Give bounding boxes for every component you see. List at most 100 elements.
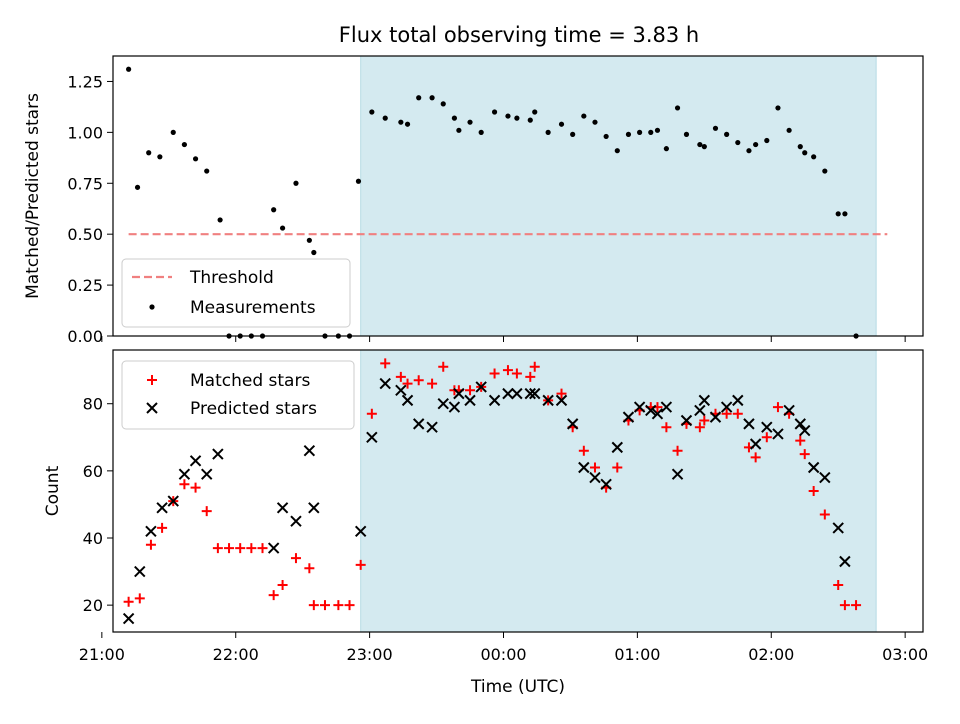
predicted-stars-point (524, 387, 536, 400)
y-tick-label: 1.25 (67, 72, 103, 91)
measurement-point (701, 144, 707, 150)
measurement-point (404, 121, 411, 127)
matched-stars-point (750, 452, 761, 463)
measurement-point (369, 109, 375, 115)
measurement-point (724, 131, 730, 137)
predicted-stars-point (156, 502, 168, 514)
legend-predicted-swatch (146, 402, 158, 414)
predicted-stars-point (511, 387, 523, 400)
matched-stars-point (308, 600, 319, 611)
measurement-point (429, 95, 435, 101)
measurement-point (467, 119, 473, 125)
legend-measurements-label: Measurements (190, 298, 316, 318)
measurement-point (822, 168, 828, 174)
measurement-point (637, 129, 643, 135)
matched-stars-point (190, 482, 201, 493)
y-tick-label: 0.75 (67, 174, 103, 193)
matched-stars-point (761, 432, 772, 443)
measurement-point (181, 141, 188, 148)
y-tick-label: 0.00 (67, 327, 103, 346)
predicted-stars-point (189, 455, 202, 467)
matched-stars-point (772, 402, 783, 413)
predicted-stars-point (633, 401, 646, 413)
matched-stars-point (799, 449, 810, 460)
measurement-point (753, 141, 759, 148)
legend-box (121, 258, 351, 328)
predicted-stars-point (453, 387, 465, 400)
predicted-stars-point (799, 424, 811, 437)
matched-stars-point (319, 600, 330, 611)
measurement-point (797, 144, 803, 150)
measurement-point (712, 125, 719, 131)
matched-stars-point (661, 422, 672, 433)
measurement-point (192, 156, 199, 162)
predicted-stars-point (589, 471, 601, 484)
matched-stars-point (721, 408, 732, 419)
measurement-point (204, 168, 210, 174)
x-tick-label: 02:00 (748, 645, 794, 664)
measurement-point (293, 180, 299, 186)
predicted-stars-point (303, 445, 316, 457)
measurement-point (505, 113, 511, 119)
predicted-stars-point (819, 471, 831, 484)
matched-stars-point (839, 600, 850, 611)
predicted-stars-point (395, 384, 407, 396)
measurement-point (663, 146, 669, 152)
matched-stars-point (612, 462, 623, 473)
measurement-point (311, 249, 317, 256)
matched-stars-point (511, 368, 522, 379)
matched-stars-point (235, 543, 246, 554)
predicted-stars-point (212, 448, 224, 460)
measurement-point (271, 207, 277, 213)
predicted-stars-point (611, 441, 624, 454)
measurement-point (306, 237, 312, 243)
measurement-point (842, 211, 848, 217)
matched-stars-point (344, 600, 355, 611)
matched-stars-point (123, 596, 134, 607)
bottom-panel: 20 40 60 80 21:00 22:00 23:00 00:00 01:00 02:00 03… (43, 349, 928, 697)
y-tick-label: 20 (83, 596, 103, 615)
predicted-stars-point (555, 394, 568, 407)
measurement-point (217, 217, 223, 223)
matched-stars-point (134, 593, 145, 604)
legend-matched-label: Matched stars (190, 371, 310, 391)
matched-stars-point (833, 580, 844, 590)
matched-stars-point (402, 378, 413, 389)
measurement-point (674, 105, 681, 111)
matched-stars-point (304, 563, 315, 574)
measurement-point (545, 129, 551, 135)
predicted-stars-point (542, 394, 554, 407)
matched-stars-point (795, 435, 806, 446)
measurement-point (614, 148, 620, 154)
measurement-point (440, 101, 446, 107)
predicted-stars-point (354, 525, 367, 537)
x-tick-label: 00:00 (480, 645, 526, 664)
matched-stars-point (694, 422, 705, 433)
predicted-stars-point (839, 555, 851, 568)
predicted-stars-point (566, 418, 579, 430)
matched-stars-point (589, 462, 600, 473)
predicted-stars-point (698, 394, 711, 407)
matched-stars-point (413, 375, 424, 386)
predicted-stars-point (732, 394, 744, 407)
y-axis-label: Matched/Predicted stars (23, 93, 43, 299)
axes-frame (112, 55, 924, 337)
chart-title: Flux total observing time = 3.83 h (339, 23, 699, 47)
matched-stars-point (201, 506, 212, 517)
measurement-point (603, 133, 609, 140)
predicted-stars-point (832, 522, 844, 534)
measurement-point (532, 109, 538, 115)
y-tick-label: 1.00 (67, 123, 103, 142)
matched-stars-point (355, 559, 366, 570)
predicted-stars-point (529, 387, 541, 400)
matched-stars-point (556, 388, 567, 399)
measurement-point (581, 113, 587, 119)
predicted-stars-point (600, 478, 612, 490)
predicted-stars-point (645, 404, 657, 417)
matched-stars-point (502, 365, 513, 376)
x-tick-label: 22:00 (213, 645, 259, 664)
measurement-point (146, 150, 152, 156)
predicted-stars-point (464, 394, 476, 407)
matched-stars-point (380, 358, 391, 369)
predicted-stars-point (290, 515, 302, 527)
